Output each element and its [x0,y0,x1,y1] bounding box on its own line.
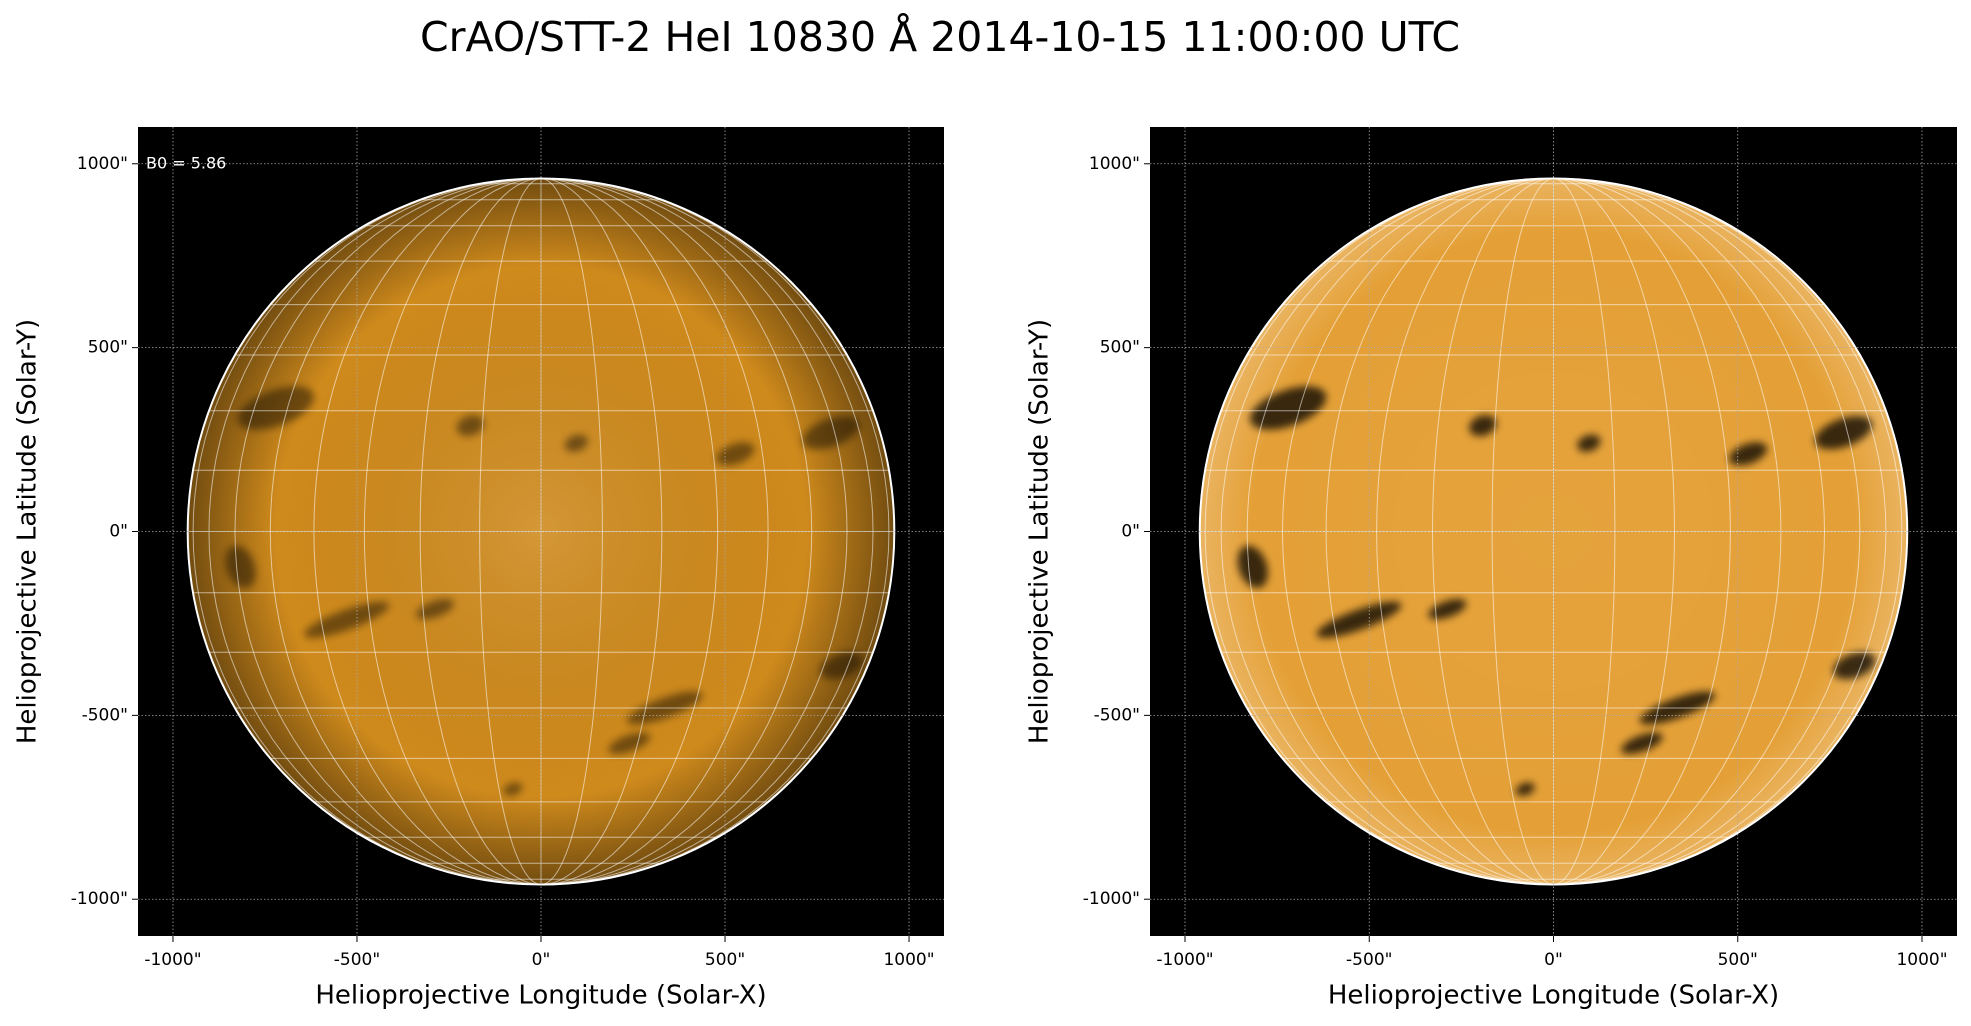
filament [1814,415,1873,450]
x-tick-label: -1000" [1156,950,1213,970]
x-tick-label: 0" [1544,950,1563,970]
y-tick-label: 1000" [1089,154,1140,174]
x-tick-label: 1000" [1896,950,1947,970]
filament [564,434,588,452]
filament [1316,601,1402,638]
y-tick-label: -500" [82,705,128,725]
y-tick-label: 0" [109,522,128,542]
filament [1237,545,1268,589]
filament [716,442,755,466]
filament [1577,434,1601,452]
x-tick-label: 500" [1718,950,1758,970]
filament [416,599,454,620]
y-tick-label: 500" [1100,338,1140,358]
filament [304,601,390,638]
filament [225,545,256,589]
figure-title: CrAO/STT-2 HeI 10830 Å 2014-10-15 11:00:… [420,13,1460,61]
x-tick-label: -1000" [144,950,201,970]
y-axis-label: Helioprojective Latitude (Solar-Y) [1025,319,1055,744]
filament [237,386,315,430]
y-tick-label: 0" [1121,522,1140,542]
filament [1250,386,1327,430]
x-tick-label: 1000" [883,950,934,970]
filament [1469,415,1497,437]
filament [456,415,484,437]
x-tick-label: -500" [334,950,380,970]
filament [503,782,523,796]
filament [820,652,863,680]
y-tick-label: 500" [88,338,128,358]
x-tick-label: 0" [532,950,551,970]
x-tick-label: -500" [1346,950,1392,970]
annotation: B0 = 5.86 [146,154,226,173]
y-tick-label: -1000" [1083,889,1140,909]
filament [1728,442,1768,466]
y-tick-label: -1000" [71,889,128,909]
filament [802,415,860,450]
x-axis-label: Helioprojective Longitude (Solar-X) [1328,981,1779,1011]
filament [1621,732,1663,754]
filament [1428,599,1467,620]
y-axis-label: Helioprojective Latitude (Solar-Y) [13,319,43,744]
filament [1833,652,1876,680]
y-tick-label: -500" [1094,705,1140,725]
filament [1515,782,1535,796]
x-axis-label: Helioprojective Longitude (Solar-X) [315,981,766,1011]
filament [608,732,651,754]
y-tick-label: 1000" [77,154,128,174]
x-tick-label: 500" [705,950,745,970]
